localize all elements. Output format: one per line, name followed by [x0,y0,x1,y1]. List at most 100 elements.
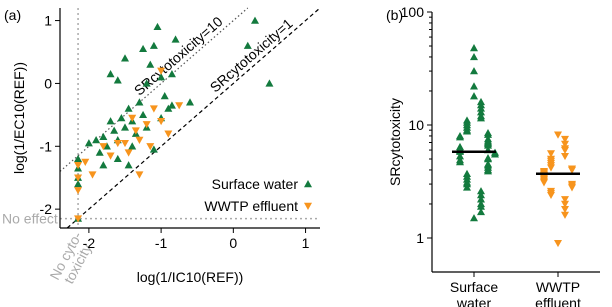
y-tick-label: 100 [401,4,425,20]
x-tick-label: 1 [302,235,310,251]
x-tick-label: water [456,295,492,307]
x-tick-label: Surface [450,279,498,295]
y-tick-label: 0 [44,75,52,91]
data-point [251,16,259,24]
data-point [92,136,101,144]
data-point [128,114,137,122]
data-point [547,191,555,200]
data-point [484,130,492,138]
data-point [74,215,83,223]
data-point [561,146,569,155]
data-point [463,127,471,135]
legend-marker [304,180,312,188]
data-point [142,79,151,87]
data-point [554,239,562,248]
data-point [95,148,104,156]
data-point [164,130,173,138]
data-point [477,207,485,216]
data-point [456,152,464,160]
legend-marker [304,202,312,210]
data-point [561,200,569,208]
data-point [149,41,158,49]
data-point [110,126,119,134]
data-point [121,139,129,148]
x-axis-label: log(1/IC10(REF)) [137,269,244,285]
legend-label: WWTP effluent [204,198,298,214]
y-tick-label: 1 [44,13,52,29]
data-point [102,142,111,150]
data-point [470,92,478,100]
data-point [146,60,155,68]
data-point [106,152,115,160]
data-point [554,131,562,139]
data-point [146,143,155,151]
data-point [470,214,478,222]
data-point [74,187,83,195]
data-point [81,158,90,166]
data-point [477,114,485,122]
data-point [99,143,108,151]
legend-label: Surface water [212,176,299,192]
data-point [463,183,471,191]
data-point [74,180,83,188]
data-point [113,154,122,163]
x-tick-label: 0 [229,235,237,251]
data-point [484,167,492,175]
data-point [171,35,180,43]
data-point [74,161,83,170]
panel-label: (b) [386,7,403,23]
data-point [106,70,115,78]
data-point [113,76,122,84]
data-point [139,110,148,119]
data-point [477,104,485,112]
data-point [160,92,169,100]
data-point [477,187,485,195]
data-point [131,127,140,135]
data-point [477,195,485,203]
data-point [456,133,464,141]
data-point [153,22,162,31]
data-point [135,171,144,179]
data-point [117,114,126,122]
data-point [157,67,166,75]
data-point [142,121,151,129]
data-point [484,155,492,163]
data-point [561,140,569,148]
data-point [121,54,129,62]
data-point [99,132,108,141]
data-point [470,67,478,75]
data-point [135,98,144,106]
data-point [157,73,166,81]
y-axis-label: SRcytotoxicity [387,98,403,186]
data-point [491,150,499,158]
data-point [561,211,569,219]
panel-label: (a) [4,7,21,23]
data-point [84,139,93,147]
data-point [124,104,133,112]
data-point [167,101,176,109]
data-point [470,82,478,90]
y-tick-label: 1 [416,230,424,246]
data-point [561,205,569,214]
data-point [561,196,569,204]
data-point [186,98,194,106]
data-point [243,41,252,49]
data-point [540,179,548,187]
no-effect-label: No effect [2,211,58,227]
data-point [113,139,122,148]
y-tick-label: 10 [408,117,424,133]
data-point [175,102,184,110]
x-tick-label: WWTP [536,279,580,295]
data-point [135,136,144,144]
data-point [88,171,97,179]
data-point [106,117,115,125]
data-point [149,145,158,153]
data-point [561,135,569,144]
data-point [547,164,555,172]
data-point [99,161,108,169]
y-axis-label: log(1/EC10(REF)) [11,62,27,174]
data-point [139,44,148,53]
y-tick-label: -1 [40,138,53,154]
